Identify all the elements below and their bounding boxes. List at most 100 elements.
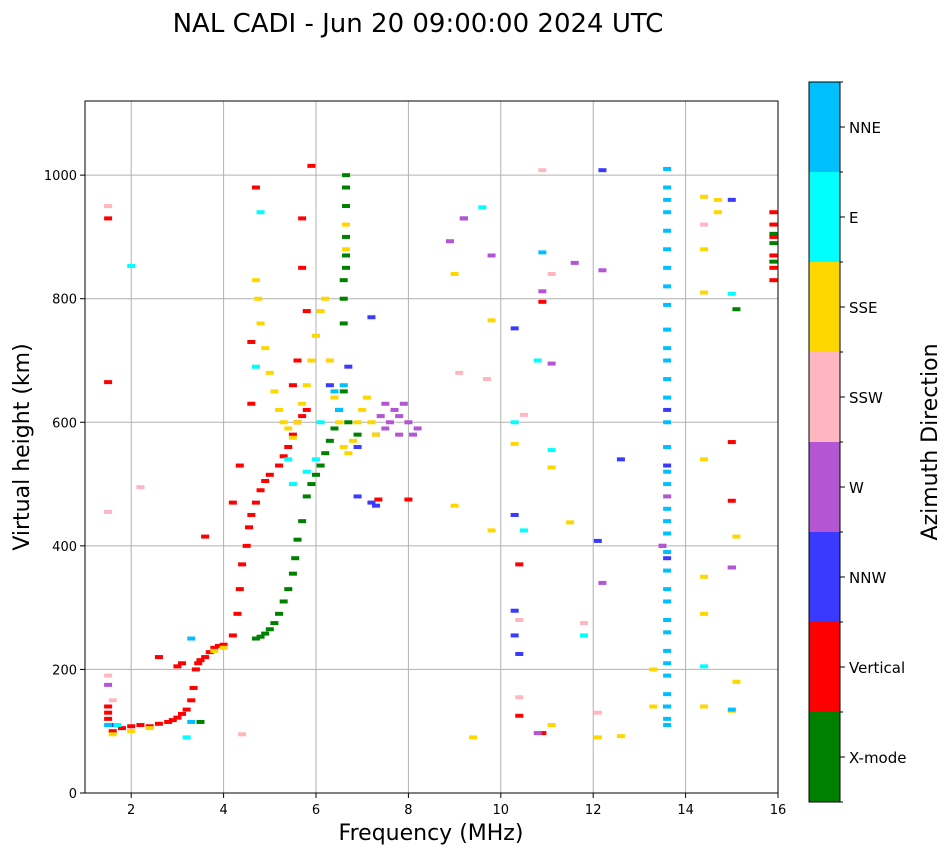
data-point-vertical (307, 163, 316, 168)
data-point-nne (663, 377, 672, 382)
data-point-w (598, 580, 607, 585)
data-point-nnw (108, 723, 117, 728)
data-point-vertical (288, 432, 297, 437)
data-point-vertical (769, 253, 778, 258)
x-tick-label: 12 (585, 803, 602, 818)
data-point-e (547, 448, 556, 453)
data-point-vertical (298, 265, 307, 270)
data-point-ssw (482, 377, 491, 382)
data-point-vertical (538, 731, 547, 736)
data-point-nnw (598, 168, 607, 173)
data-point-w (570, 260, 579, 265)
data-point-sse (547, 723, 556, 728)
data-point-vertical (727, 498, 736, 503)
data-point-nne (663, 302, 672, 307)
colorbar-frame (808, 81, 841, 803)
data-point-sse (450, 503, 459, 508)
data-point-sse (700, 611, 709, 616)
data-point-sse (251, 278, 260, 283)
data-point-sse (210, 648, 219, 653)
data-point-e (727, 291, 736, 296)
data-point-x-mode (342, 265, 351, 270)
data-point-x-mode (302, 494, 311, 499)
data-point-vertical (251, 500, 260, 505)
data-point-x-mode (339, 389, 348, 394)
colorbar: X-mode Vertical NNW W SSW SSE E NNE (809, 81, 906, 803)
data-point-e (288, 482, 297, 487)
data-point-sse (348, 438, 357, 443)
data-point-sse (325, 358, 334, 363)
data-point-nnw (353, 445, 362, 449)
data-point-e (251, 364, 260, 369)
data-point-x-mode (769, 241, 778, 246)
data-point-sse (700, 574, 709, 579)
data-point-nne (339, 383, 348, 388)
y-tick-label: 0 (69, 787, 77, 802)
data-point-sse (342, 247, 351, 252)
data-point-sse (127, 729, 136, 734)
data-point-e (302, 469, 311, 474)
data-point-nnw (663, 463, 672, 468)
data-point-nne (663, 445, 672, 449)
data-point-w (399, 401, 408, 406)
data-point-vertical (228, 633, 237, 638)
chart-title: NAL CADI - Jun 20 09:00:00 2024 UTC (173, 9, 664, 39)
data-point-vertical (194, 661, 203, 666)
data-point-nne (663, 673, 672, 678)
data-point-nne (663, 284, 672, 289)
data-point-vertical (245, 525, 254, 530)
data-point-w (390, 407, 399, 412)
data-point-vertical (238, 562, 247, 567)
x-tick-label: 14 (677, 803, 694, 818)
data-point-nne (663, 568, 672, 573)
data-point-sse (307, 358, 316, 363)
data-point-vertical (727, 440, 736, 445)
data-point-sse (353, 420, 362, 425)
data-point-ssw (104, 509, 113, 514)
data-point-ssw (547, 272, 556, 276)
data-point-vertical (178, 711, 187, 716)
data-point-vertical (275, 463, 284, 468)
data-point-e (519, 528, 528, 533)
data-point-vertical (256, 488, 265, 493)
data-point-sse (312, 333, 320, 338)
data-point-w (663, 494, 672, 499)
data-point-sse (510, 441, 519, 446)
data-point-vertical (288, 383, 297, 388)
data-point-x-mode (293, 537, 302, 542)
data-point-x-mode (270, 621, 279, 626)
data-point-nne (663, 506, 672, 511)
data-point-x-mode (261, 631, 270, 636)
data-point-nne (663, 327, 672, 332)
data-point-sse (700, 247, 709, 252)
colorbar-tick-label: Vertical (849, 659, 905, 677)
data-point-nne (663, 166, 672, 171)
data-point-e (316, 420, 325, 425)
x-tick-label: 16 (770, 803, 787, 818)
data-point-w (459, 216, 468, 221)
data-point-vertical (515, 713, 524, 718)
data-point-x-mode (256, 634, 265, 639)
data-point-w (381, 426, 390, 431)
colorbar-tick-label: NNW (849, 569, 886, 587)
data-point-sse (261, 346, 270, 351)
data-point-w (445, 239, 454, 244)
data-point-nne (663, 469, 672, 474)
data-point-nnw (727, 197, 736, 202)
data-point-sse (487, 318, 496, 323)
data-point-vertical (201, 655, 210, 660)
data-point-w (395, 414, 404, 419)
data-point-vertical (769, 222, 778, 227)
data-point-w (404, 420, 413, 425)
y-tick-label: 400 (52, 540, 77, 555)
data-point-sse (302, 383, 311, 388)
data-point-x-mode (769, 231, 778, 236)
data-point-nnw (367, 500, 376, 505)
data-point-nnw (510, 512, 519, 517)
colorbar-swatch-e (809, 172, 840, 262)
data-point-vertical (261, 478, 270, 483)
data-point-vertical (104, 710, 113, 715)
data-point-vertical (228, 500, 237, 505)
data-points (104, 163, 778, 740)
